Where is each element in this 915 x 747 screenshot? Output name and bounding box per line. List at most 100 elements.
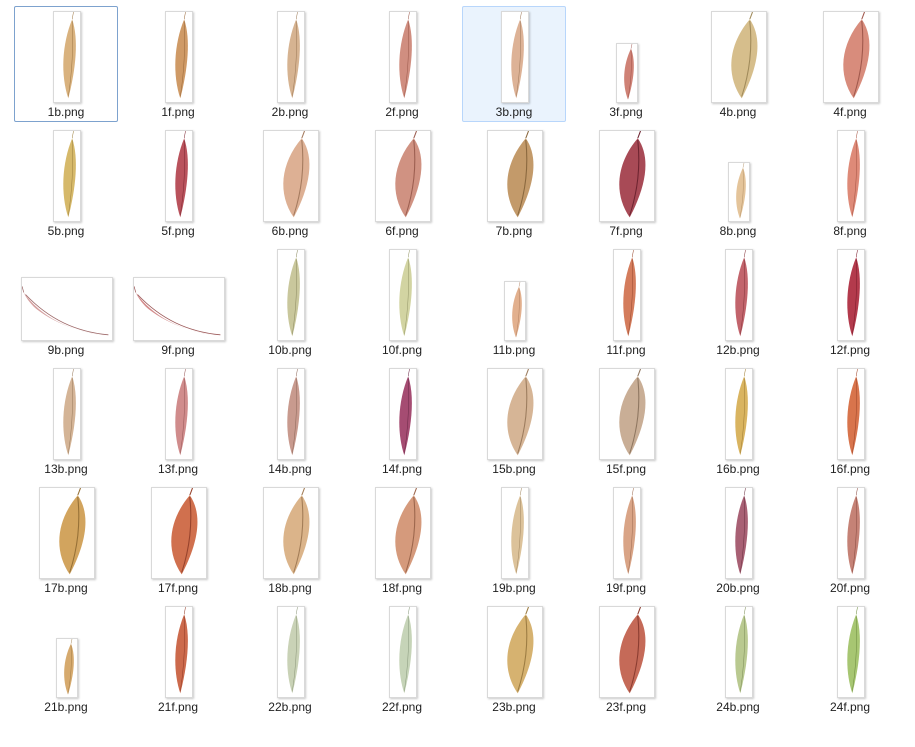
image-thumbnail[interactable] — [56, 638, 78, 698]
image-thumbnail[interactable] — [837, 249, 865, 341]
image-thumbnail[interactable] — [725, 606, 753, 698]
image-thumbnail[interactable] — [277, 606, 305, 698]
image-thumbnail[interactable] — [165, 606, 193, 698]
file-item[interactable]: 12b.png — [686, 244, 790, 360]
image-thumbnail[interactable] — [837, 130, 865, 222]
file-item[interactable]: 7f.png — [574, 125, 678, 241]
file-item[interactable]: 9f.png — [126, 244, 230, 360]
image-thumbnail[interactable] — [375, 487, 431, 579]
file-item[interactable]: 15b.png — [462, 363, 566, 479]
file-item[interactable]: 14f.png — [350, 363, 454, 479]
file-item[interactable]: 1b.png — [14, 6, 118, 122]
image-thumbnail[interactable] — [711, 11, 767, 103]
file-item[interactable]: 20f.png — [798, 482, 902, 598]
image-thumbnail[interactable] — [277, 11, 305, 103]
image-thumbnail[interactable] — [504, 281, 526, 341]
file-item[interactable]: 14b.png — [238, 363, 342, 479]
file-item[interactable]: 15f.png — [574, 363, 678, 479]
image-thumbnail[interactable] — [599, 606, 655, 698]
file-item[interactable]: 16b.png — [686, 363, 790, 479]
file-item[interactable]: 18f.png — [350, 482, 454, 598]
file-item[interactable]: 24b.png — [686, 601, 790, 717]
image-thumbnail[interactable] — [725, 249, 753, 341]
file-item[interactable]: 18b.png — [238, 482, 342, 598]
file-item[interactable]: 22b.png — [238, 601, 342, 717]
image-thumbnail[interactable] — [389, 368, 417, 460]
file-item[interactable]: 13b.png — [14, 363, 118, 479]
file-item[interactable]: 2b.png — [238, 6, 342, 122]
file-item[interactable]: 19f.png — [574, 482, 678, 598]
file-item[interactable]: 21f.png — [126, 601, 230, 717]
file-item[interactable]: 17b.png — [14, 482, 118, 598]
image-thumbnail[interactable] — [21, 277, 113, 341]
image-thumbnail[interactable] — [53, 11, 81, 103]
file-item[interactable]: 12f.png — [798, 244, 902, 360]
file-item[interactable]: 20b.png — [686, 482, 790, 598]
image-thumbnail[interactable] — [263, 487, 319, 579]
image-thumbnail[interactable] — [165, 368, 193, 460]
file-item[interactable]: 8f.png — [798, 125, 902, 241]
file-item[interactable]: 3f.png — [574, 6, 678, 122]
image-thumbnail[interactable] — [613, 487, 641, 579]
image-thumbnail[interactable] — [53, 130, 81, 222]
image-thumbnail[interactable] — [837, 487, 865, 579]
image-thumbnail[interactable] — [501, 11, 529, 103]
file-item[interactable]: 7b.png — [462, 125, 566, 241]
image-thumbnail[interactable] — [277, 249, 305, 341]
file-item[interactable]: 3b.png — [462, 6, 566, 122]
file-item[interactable]: 5f.png — [126, 125, 230, 241]
image-thumbnail[interactable] — [599, 130, 655, 222]
image-thumbnail[interactable] — [165, 130, 193, 222]
file-name-label: 24f.png — [829, 700, 871, 714]
file-item[interactable]: 4b.png — [686, 6, 790, 122]
file-item[interactable]: 17f.png — [126, 482, 230, 598]
image-thumbnail[interactable] — [277, 368, 305, 460]
image-thumbnail[interactable] — [725, 487, 753, 579]
image-thumbnail[interactable] — [151, 487, 207, 579]
file-item[interactable]: 16f.png — [798, 363, 902, 479]
image-thumbnail[interactable] — [39, 487, 95, 579]
file-item[interactable]: 6f.png — [350, 125, 454, 241]
file-item[interactable]: 13f.png — [126, 363, 230, 479]
image-thumbnail[interactable] — [389, 249, 417, 341]
file-item[interactable]: 11f.png — [574, 244, 678, 360]
file-item[interactable]: 1f.png — [126, 6, 230, 122]
file-item[interactable]: 8b.png — [686, 125, 790, 241]
file-item[interactable]: 9b.png — [14, 244, 118, 360]
image-thumbnail[interactable] — [837, 368, 865, 460]
file-name-label: 19f.png — [605, 581, 647, 595]
file-item[interactable]: 21b.png — [14, 601, 118, 717]
file-item[interactable]: 6b.png — [238, 125, 342, 241]
image-thumbnail[interactable] — [613, 249, 641, 341]
file-item[interactable]: 23b.png — [462, 601, 566, 717]
image-thumbnail[interactable] — [487, 130, 543, 222]
file-item[interactable]: 2f.png — [350, 6, 454, 122]
image-thumbnail[interactable] — [599, 368, 655, 460]
file-item[interactable]: 10b.png — [238, 244, 342, 360]
file-name-label: 23b.png — [492, 700, 536, 714]
image-thumbnail[interactable] — [133, 277, 225, 341]
file-name-label: 8b.png — [719, 224, 757, 238]
image-thumbnail[interactable] — [487, 606, 543, 698]
file-item[interactable]: 5b.png — [14, 125, 118, 241]
image-thumbnail[interactable] — [263, 130, 319, 222]
image-thumbnail[interactable] — [487, 368, 543, 460]
image-thumbnail[interactable] — [616, 43, 638, 103]
file-item[interactable]: 24f.png — [798, 601, 902, 717]
image-thumbnail[interactable] — [53, 368, 81, 460]
image-thumbnail[interactable] — [501, 487, 529, 579]
image-thumbnail[interactable] — [389, 606, 417, 698]
file-item[interactable]: 4f.png — [798, 6, 902, 122]
file-item[interactable]: 22f.png — [350, 601, 454, 717]
image-thumbnail[interactable] — [728, 162, 750, 222]
image-thumbnail[interactable] — [823, 11, 879, 103]
image-thumbnail[interactable] — [837, 606, 865, 698]
file-item[interactable]: 10f.png — [350, 244, 454, 360]
image-thumbnail[interactable] — [389, 11, 417, 103]
file-item[interactable]: 11b.png — [462, 244, 566, 360]
image-thumbnail[interactable] — [375, 130, 431, 222]
image-thumbnail[interactable] — [725, 368, 753, 460]
file-item[interactable]: 19b.png — [462, 482, 566, 598]
image-thumbnail[interactable] — [165, 11, 193, 103]
file-item[interactable]: 23f.png — [574, 601, 678, 717]
